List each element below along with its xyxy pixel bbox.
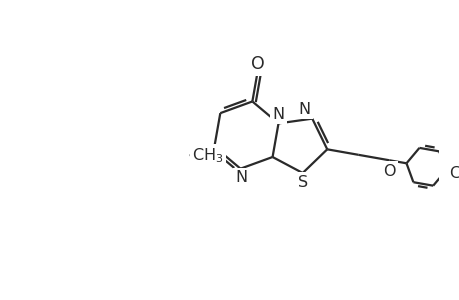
Text: Cl: Cl — [448, 167, 459, 182]
Text: O: O — [251, 55, 264, 73]
Text: O: O — [382, 164, 395, 179]
Text: S: S — [297, 175, 307, 190]
Text: N: N — [272, 106, 284, 122]
Text: N: N — [235, 170, 247, 185]
Text: CH$_3$: CH$_3$ — [191, 146, 223, 165]
Text: N: N — [298, 102, 310, 117]
